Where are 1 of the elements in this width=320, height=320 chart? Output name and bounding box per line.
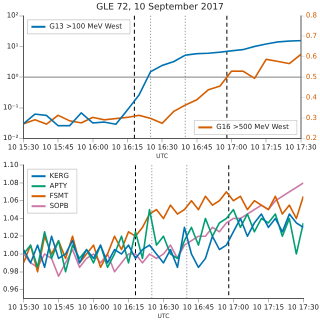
chart-title: GLE 72, 10 September 2017 <box>96 2 224 13</box>
